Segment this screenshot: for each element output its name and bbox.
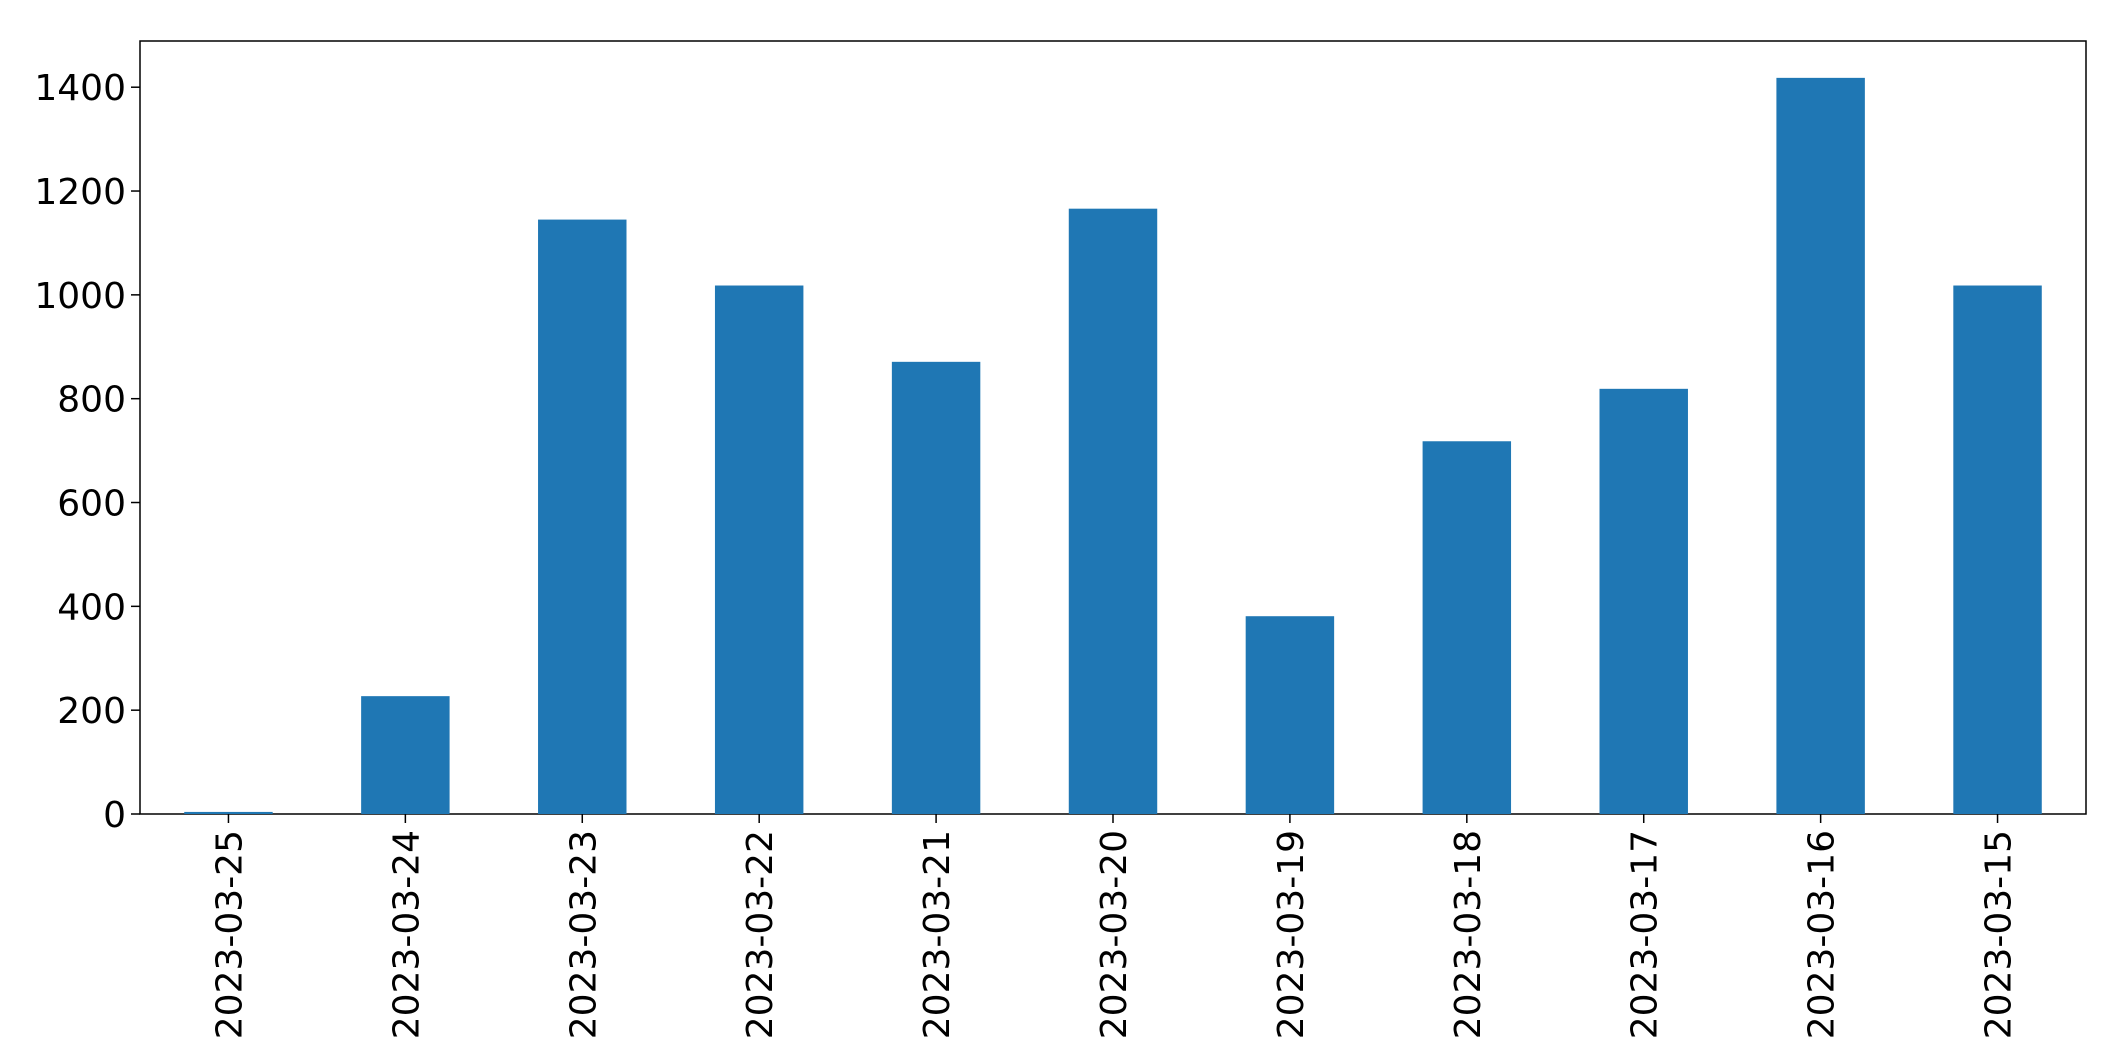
bar xyxy=(714,285,804,814)
x-tick-label: 2023-03-18 xyxy=(1448,830,1489,1039)
bar xyxy=(1953,285,2042,814)
y-tick-label: 0 xyxy=(103,795,126,836)
x-tick-label: 2023-03-16 xyxy=(1802,830,1843,1039)
x-tick-label: 2023-03-17 xyxy=(1625,830,1666,1039)
y-tick-label: 200 xyxy=(57,691,126,732)
y-tick-label: 600 xyxy=(57,484,126,525)
bar xyxy=(1068,208,1158,814)
bar xyxy=(1245,616,1335,814)
y-tick-label: 1200 xyxy=(34,172,126,213)
x-tick-label: 2023-03-22 xyxy=(740,830,781,1039)
bar xyxy=(184,811,273,814)
y-tick-label: 800 xyxy=(57,380,126,421)
y-tick-label: 1000 xyxy=(34,276,126,317)
bar xyxy=(891,361,981,814)
x-tick-label: 2023-03-15 xyxy=(1979,830,2020,1039)
x-tick-label: 2023-03-23 xyxy=(563,830,604,1039)
x-tick-label: 2023-03-24 xyxy=(386,830,427,1039)
bar xyxy=(1599,388,1688,814)
x-tick-label: 2023-03-25 xyxy=(209,830,250,1039)
x-tick-label: 2023-03-21 xyxy=(917,830,958,1039)
bar xyxy=(538,219,627,814)
bar xyxy=(1776,77,1865,815)
y-tick-label: 400 xyxy=(57,587,126,628)
x-tick-label: 2023-03-19 xyxy=(1271,830,1312,1039)
bar xyxy=(1422,441,1512,814)
bar xyxy=(361,696,450,814)
x-tick-label: 2023-03-20 xyxy=(1094,830,1135,1039)
y-tick-label: 1400 xyxy=(34,68,126,109)
